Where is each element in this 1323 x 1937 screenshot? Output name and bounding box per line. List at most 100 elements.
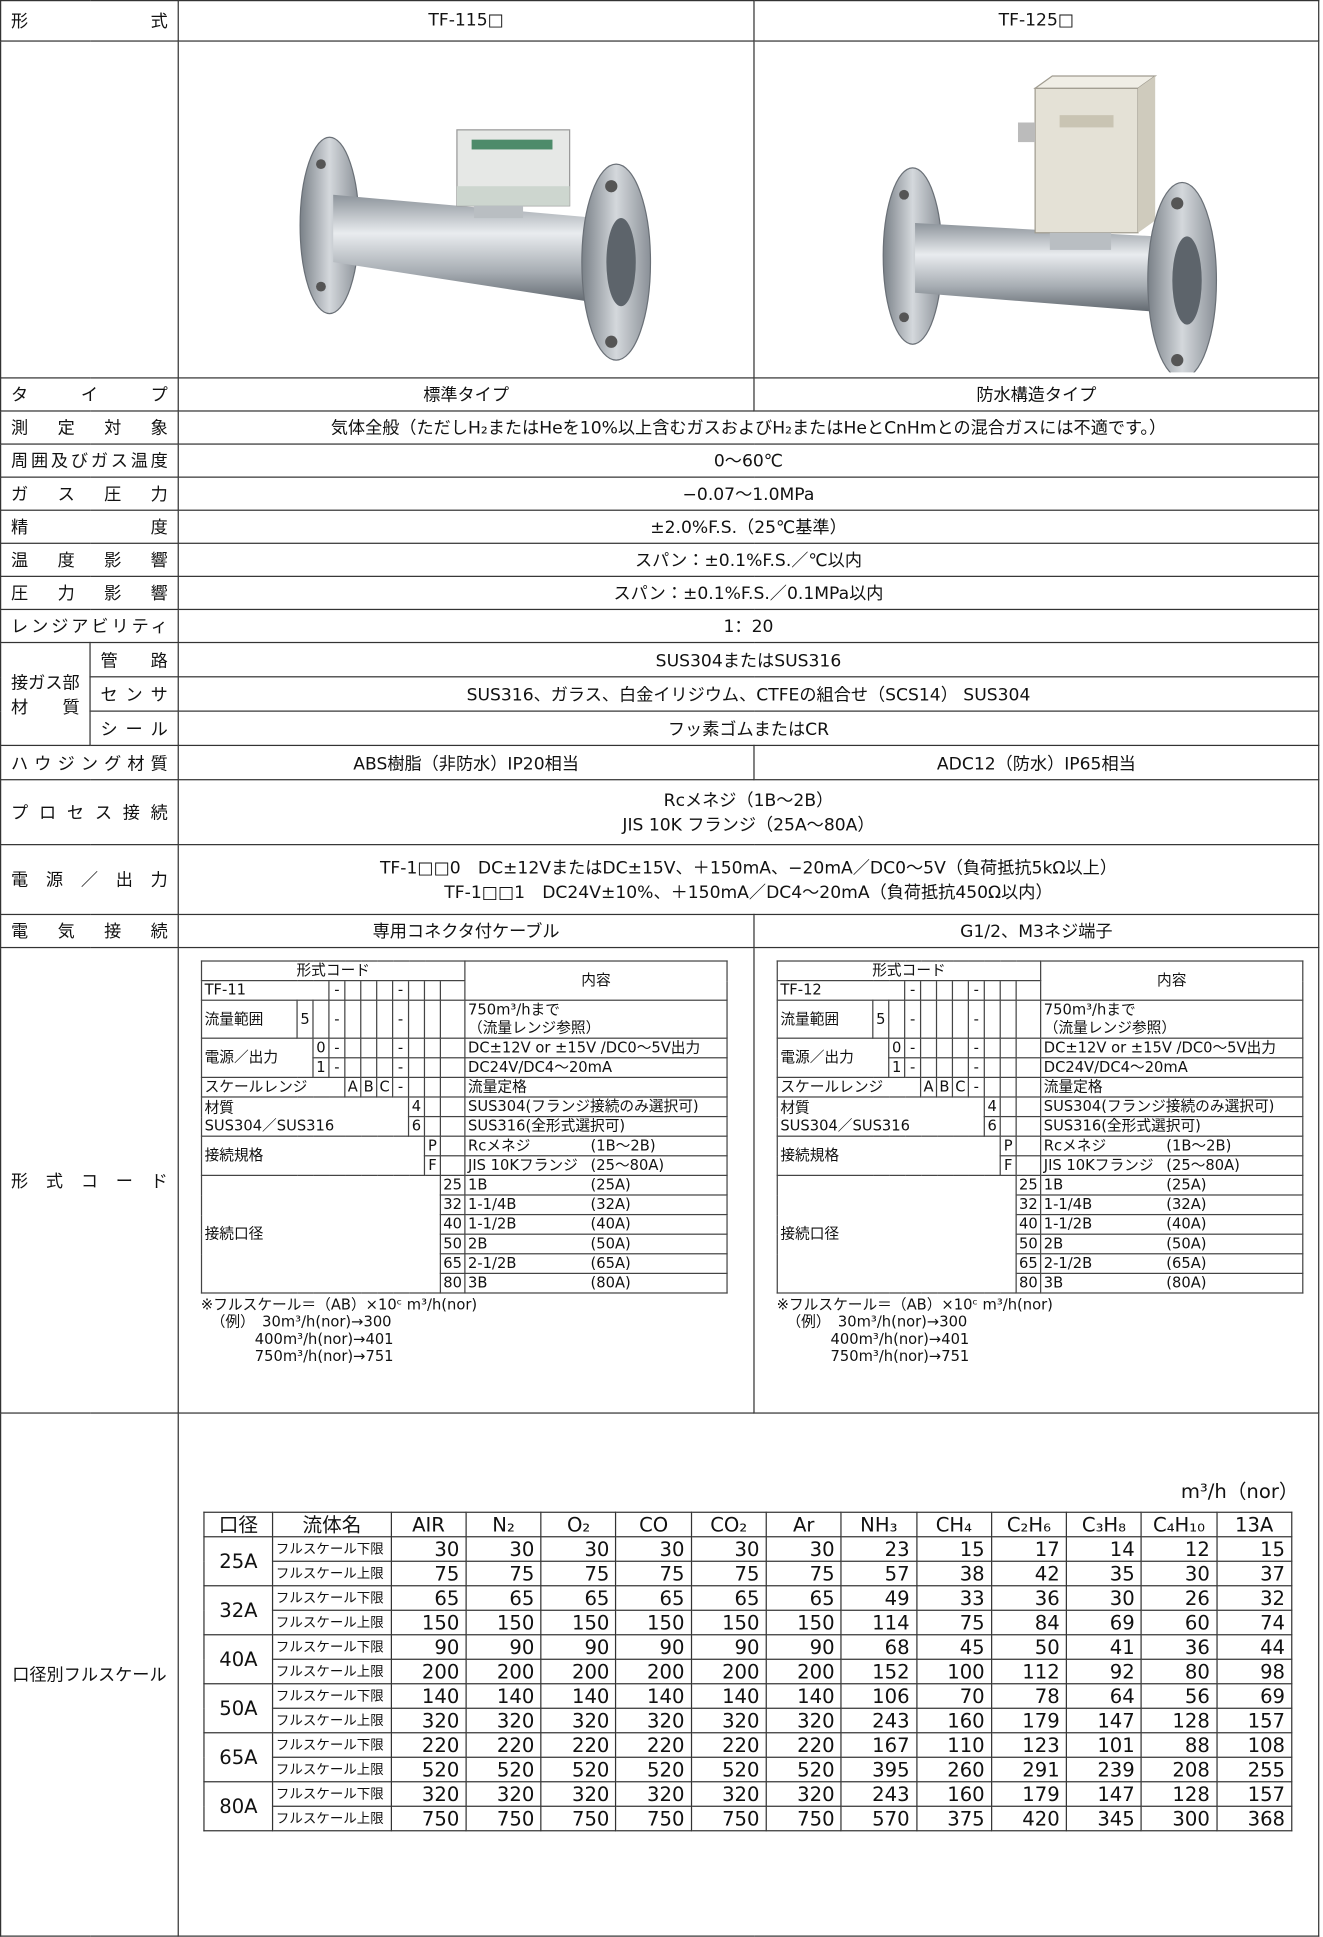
code-cell-empty <box>407 1057 426 1079</box>
code-cell-empty <box>344 999 362 1039</box>
flow-value: 30 <box>690 1536 767 1562</box>
code-char: C <box>951 1076 969 1098</box>
code-char: F <box>423 1155 442 1177</box>
code-char: 0 <box>312 1037 330 1059</box>
flow-value: 106 <box>840 1683 917 1709</box>
spec-value: SUS316、ガラス、白金イリジウム、CTFEの組合せ（SCS14） SUS30… <box>177 676 1320 712</box>
code-cell-empty <box>344 1057 362 1079</box>
note-line: 750m³/h(nor)→751 <box>254 1347 394 1365</box>
code-char: 4 <box>983 1096 1001 1118</box>
code-char: - <box>967 1076 985 1098</box>
code-cell-empty <box>1015 1037 1042 1059</box>
flow-value: 320 <box>765 1707 842 1734</box>
flow-value: 320 <box>615 1781 692 1807</box>
content-part: JIS 10Kフランジ <box>1043 1156 1154 1174</box>
flow-value: 260 <box>915 1756 993 1783</box>
code-label: 材質 SUS304／SUS316 <box>776 1096 985 1137</box>
flow-value: 37 <box>1215 1560 1293 1587</box>
flow-value: 80 <box>1140 1658 1218 1685</box>
code-cell-empty <box>344 1037 362 1059</box>
spec-row: プロセス接続 Rcメネジ（1B～2B） JIS 10K フランジ（25A～80A） <box>0 779 1320 846</box>
range-name: フルスケール下限 <box>272 1536 392 1562</box>
flow-value: 140 <box>765 1683 842 1709</box>
flow-value: 200 <box>390 1658 467 1685</box>
flow-value: 65 <box>465 1585 542 1611</box>
code-line: 流量範囲 5- -750m³/hまで （流量レンジ参照） <box>776 999 1304 1039</box>
flow-value: 395 <box>840 1756 917 1783</box>
code-cell-empty <box>439 1115 466 1137</box>
code-cell-empty <box>999 980 1017 1001</box>
code-line: 40 1-1/2B (40A) <box>777 1213 1304 1235</box>
flow-value: 320 <box>465 1781 542 1807</box>
flow-value: 520 <box>390 1756 467 1783</box>
code-cell-empty <box>439 999 466 1039</box>
code-cell-empty <box>439 1096 466 1118</box>
code-content: 1B (25A) <box>464 1174 728 1196</box>
sub-label: シール <box>89 710 179 747</box>
notes: ※フルスケール＝（AB）×10ᶜ m³/h(nor) （例） 30m³/h(nor… <box>201 1296 753 1365</box>
flowscale-row: 口径別フルスケール m³/h（nor） 口径 流体名 AIR N₂ O₂ CO CO₂ Ar NH₃… <box>0 1412 1320 1937</box>
flow-value: 32 <box>1215 1585 1293 1611</box>
code-cell-empty <box>360 1037 378 1059</box>
flow-value: 75 <box>765 1560 842 1587</box>
column-header: 口径 <box>203 1511 274 1538</box>
code-line: 32 1-1/4B (32A) <box>202 1194 728 1216</box>
spec-value: 0～60℃ <box>177 443 1320 478</box>
flow-value: 65 <box>615 1585 692 1611</box>
flow-value: 75 <box>690 1560 767 1587</box>
code-content: 2-1/2B (65A) <box>464 1253 728 1275</box>
flow-value: 220 <box>390 1732 467 1758</box>
code-label: スケールレンジ <box>776 1076 922 1098</box>
spec-value: TF-1□□0 DC±12VまたはDC±15V、＋150mA、−20mA／DC0… <box>177 844 1320 916</box>
code-label: 接続規格 <box>776 1135 1001 1177</box>
model-name: TF-115□ <box>177 0 755 42</box>
flow-value: 220 <box>615 1732 692 1758</box>
label-line: 接続口径 <box>204 1225 264 1243</box>
code-char: B <box>360 1076 378 1098</box>
code-cell-empty <box>407 1076 426 1098</box>
flow-value: 150 <box>690 1609 767 1636</box>
flow-value: 69 <box>1065 1609 1143 1636</box>
content-part: 2-1/2B <box>1043 1254 1093 1272</box>
flow-value: 15 <box>915 1536 993 1562</box>
code-line: 50 2B (50A) <box>777 1233 1304 1255</box>
flow-value: 75 <box>390 1560 467 1587</box>
flow-value: 179 <box>990 1781 1068 1807</box>
code-char: - <box>392 1076 410 1098</box>
spec-row: 精度 ±2.0%F.S.（25℃基準） <box>0 509 1320 544</box>
flow-value: 220 <box>540 1732 617 1758</box>
flow-value: 147 <box>1065 1707 1143 1734</box>
code-cell-empty <box>1015 1135 1042 1157</box>
flow-value: 570 <box>840 1805 917 1832</box>
flow-value: 112 <box>990 1658 1068 1685</box>
code-cell-empty <box>983 980 1001 1001</box>
flow-value: 57 <box>840 1560 917 1587</box>
flow-value: 320 <box>540 1781 617 1807</box>
column-header: C₂H₆ <box>990 1511 1068 1538</box>
flow-value: 200 <box>540 1658 617 1685</box>
code-label: 接続口径 <box>200 1174 442 1294</box>
content-part: (25A) <box>1166 1176 1207 1194</box>
flow-row: フルスケール上限 75 75 75 75 75 75 57 38 42 35 30 37 <box>204 1560 1293 1587</box>
content-part: (50A) <box>1166 1234 1207 1252</box>
spec-row: レンジアビリティ 1：20 <box>0 608 1320 644</box>
column-header: CO₂ <box>690 1511 767 1538</box>
flow-value: 320 <box>690 1781 767 1807</box>
flow-value: 320 <box>690 1707 767 1734</box>
spec-value: 標準タイプ <box>177 377 755 412</box>
content-part: (80A) <box>1166 1274 1207 1292</box>
label-line: 接続規格 <box>204 1146 264 1164</box>
code-line: F JIS 10Kフランジ (25～80A) <box>202 1155 728 1177</box>
spec-value: Rcメネジ（1B～2B） JIS 10K フランジ（25A～80A） <box>177 779 1320 846</box>
flow-value: 291 <box>990 1756 1068 1783</box>
flow-value: 220 <box>465 1732 542 1758</box>
flow-value: 84 <box>990 1609 1068 1636</box>
content-part: 1-1/4B <box>468 1195 517 1213</box>
code-cell-empty <box>1015 1076 1042 1098</box>
code-char: 65 <box>439 1253 466 1275</box>
code-content: 2B (50A) <box>464 1233 728 1255</box>
code-cell-empty <box>983 1057 1001 1079</box>
content-part: 1-1/4B <box>1043 1195 1093 1213</box>
spec-label: 精度 <box>0 509 179 544</box>
spec-label: 測定対象 <box>0 410 179 445</box>
